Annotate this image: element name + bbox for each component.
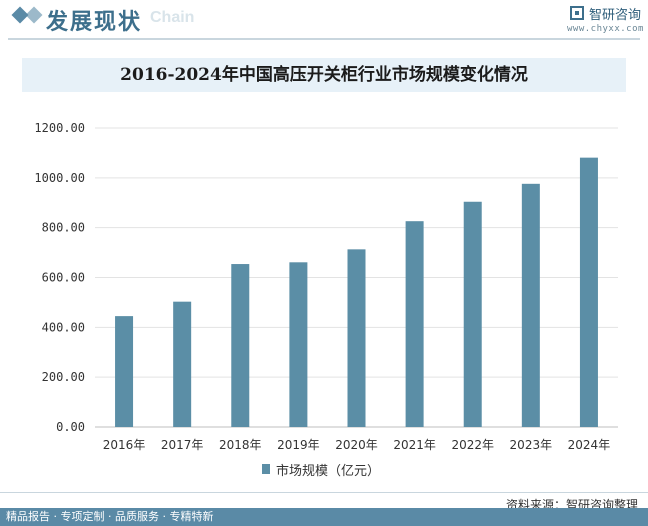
footer-slogan: 精品报告 · 专项定制 · 品质服务 · 专精特新 <box>6 510 214 523</box>
footer-divider <box>0 492 648 493</box>
bar <box>231 264 250 427</box>
x-tick-label: 2024年 <box>568 438 611 452</box>
chart-title: 2016-2024年中国高压开关柜行业市场规模变化情况 <box>120 65 528 85</box>
x-tick-label: 2023年 <box>510 438 553 452</box>
chart-legend: 市场规模（亿元） <box>262 461 381 479</box>
bar <box>521 183 540 427</box>
x-tick-label: 2022年 <box>451 438 494 452</box>
bar <box>463 201 482 427</box>
footer-bar: 精品报告 · 专项定制 · 品质服务 · 专精特新 <box>0 508 648 526</box>
bar <box>115 316 134 427</box>
y-tick-label: 200.00 <box>42 370 85 384</box>
header-divider <box>8 38 640 40</box>
y-tick-label: 0.00 <box>56 420 85 434</box>
x-tick-label: 2016年 <box>103 438 146 452</box>
section-subtitle: Chain <box>150 9 195 26</box>
y-tick-label: 400.00 <box>42 320 85 334</box>
brand-logo-icon <box>570 6 584 20</box>
brand-name: 智研咨询 <box>589 8 642 23</box>
x-tick-label: 2018年 <box>219 438 262 452</box>
bar <box>289 262 308 427</box>
y-tick-label: 800.00 <box>42 221 85 235</box>
x-tick-label: 2017年 <box>161 438 204 452</box>
y-tick-label: 1000.00 <box>34 171 85 185</box>
y-tick-label: 1200.00 <box>34 121 85 135</box>
bar <box>579 157 598 428</box>
page-header: 发展现状 Chain 智研咨询 www.chyxx.com <box>0 0 648 36</box>
x-tick-label: 2020年 <box>335 438 378 452</box>
bar <box>347 249 366 427</box>
y-tick-label: 600.00 <box>42 271 85 285</box>
bar <box>173 301 192 427</box>
x-tick-label: 2021年 <box>393 438 436 452</box>
legend-label: 市场规模（亿元） <box>276 463 381 479</box>
section-title: 发展现状 <box>46 9 143 35</box>
bar <box>405 221 424 427</box>
brand-url: www.chyxx.com <box>567 24 644 34</box>
x-tick-label: 2019年 <box>277 438 320 452</box>
chart-title-band: 2016-2024年中国高压开关柜行业市场规模变化情况 <box>22 58 626 92</box>
legend-swatch <box>262 464 270 474</box>
